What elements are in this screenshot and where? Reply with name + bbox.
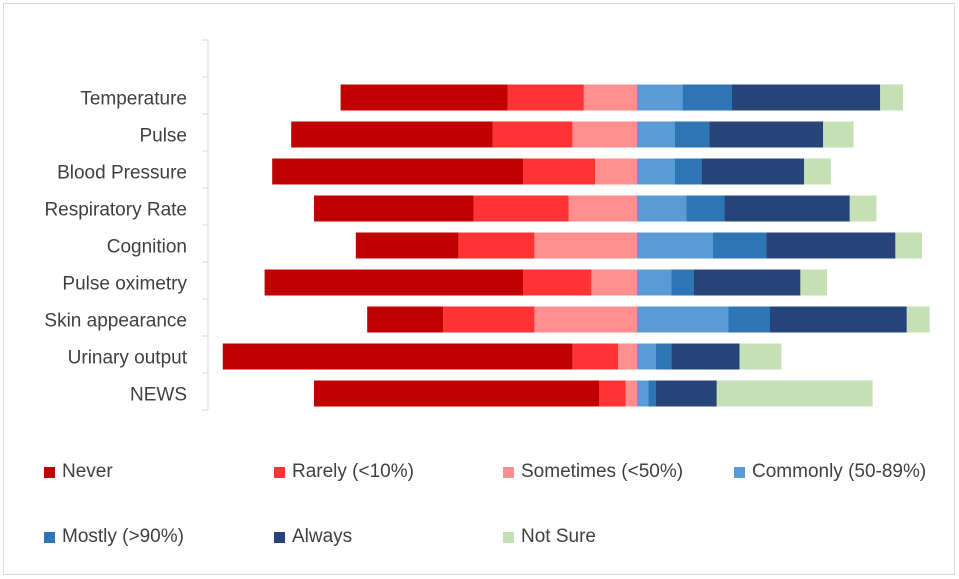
bar-segment — [618, 343, 637, 370]
bar-segment — [507, 84, 584, 111]
bar-segment — [637, 306, 729, 333]
bar-segment — [492, 121, 573, 148]
legend-swatch — [503, 466, 514, 478]
legend-swatch — [503, 531, 514, 543]
bar-segment — [656, 343, 672, 370]
bar-segment — [823, 121, 854, 148]
legend-label: Mostly (>90%) — [62, 526, 184, 547]
legend-item: Never — [44, 461, 113, 483]
bar-segment — [732, 84, 881, 111]
legend-item: Always — [274, 526, 352, 548]
bar-segment — [895, 232, 922, 259]
bar-segment — [443, 306, 535, 333]
bar-segment — [340, 84, 508, 111]
bar-segment — [355, 232, 459, 259]
bar-segment — [523, 269, 592, 296]
legend-item: Rarely (<10%) — [274, 461, 414, 483]
bar-segment — [272, 158, 523, 185]
bar-segment — [804, 158, 831, 185]
bar-segment — [637, 195, 687, 222]
bar-segment — [572, 343, 618, 370]
category-label: Temperature — [80, 89, 187, 110]
bar-segment — [637, 121, 675, 148]
legend-swatch — [274, 531, 285, 543]
bar-segment — [637, 158, 675, 185]
category-label: Pulse oximetry — [62, 274, 187, 295]
legend-label: Never — [62, 461, 113, 482]
legend-label: Commonly (50-89%) — [752, 461, 927, 482]
bar-segment — [314, 195, 474, 222]
legend-swatch — [274, 466, 285, 478]
bar-segment — [709, 121, 824, 148]
bar-segment — [367, 306, 444, 333]
bar-segment — [770, 306, 907, 333]
bar-segment — [656, 380, 717, 407]
bar-segment — [583, 84, 637, 111]
legend-swatch — [44, 466, 55, 478]
category-label: Blood Pressure — [57, 163, 187, 184]
legend-item: Mostly (>90%) — [44, 526, 184, 548]
category-label: Urinary output — [68, 348, 188, 369]
bar-segment — [880, 84, 903, 111]
bar-segment — [694, 269, 801, 296]
category-label: Pulse — [139, 126, 187, 147]
bar-segment — [637, 269, 672, 296]
legend-item: Not Sure — [503, 526, 596, 548]
bar-segment — [739, 343, 782, 370]
bar-segment — [572, 121, 637, 148]
category-label: Respiratory Rate — [44, 200, 187, 221]
legend-swatch — [734, 466, 745, 478]
bar-segment — [637, 232, 713, 259]
bar-segment — [534, 306, 637, 333]
bar-segment — [713, 232, 767, 259]
bar-segment — [701, 158, 805, 185]
bar-segment — [625, 380, 637, 407]
bar-segment — [637, 343, 656, 370]
bar-segment — [599, 380, 626, 407]
bar-segment — [637, 380, 649, 407]
bar-segment — [568, 195, 637, 222]
bar-segment — [595, 158, 637, 185]
bar-segment — [766, 232, 896, 259]
bar-segment — [686, 195, 725, 222]
bar-segment — [314, 380, 599, 407]
bar-segment — [648, 380, 656, 407]
bar-segment — [222, 343, 573, 370]
bar-segment — [716, 380, 873, 407]
bar-segment — [591, 269, 637, 296]
bar-segment — [675, 121, 710, 148]
legend-swatch — [44, 531, 55, 543]
bar-segment — [682, 84, 732, 111]
bar-segment — [264, 269, 523, 296]
legend-label: Sometimes (<50%) — [521, 461, 684, 482]
bar-segment — [291, 121, 493, 148]
bar-segment — [675, 158, 702, 185]
legend-label: Always — [292, 526, 353, 547]
legend-item: Sometimes (<50%) — [503, 461, 683, 483]
bar-segment — [671, 269, 694, 296]
bar-segment — [473, 195, 569, 222]
bar-segment — [671, 343, 740, 370]
legend-item: Commonly (50-89%) — [734, 461, 926, 483]
category-label: NEWS — [130, 385, 187, 406]
bar-segment — [637, 84, 683, 111]
bar-segment — [906, 306, 930, 333]
bar-segment — [534, 232, 637, 259]
legend-label: Not Sure — [521, 526, 596, 547]
legend-label: Rarely (<10%) — [292, 461, 414, 482]
bar-segment — [849, 195, 877, 222]
bar-segment — [724, 195, 850, 222]
bar-segment — [728, 306, 770, 333]
bar-segment — [523, 158, 596, 185]
category-label: Cognition — [107, 237, 187, 258]
bar-segment — [800, 269, 827, 296]
bar-segment — [458, 232, 535, 259]
category-label: Skin appearance — [44, 311, 187, 332]
